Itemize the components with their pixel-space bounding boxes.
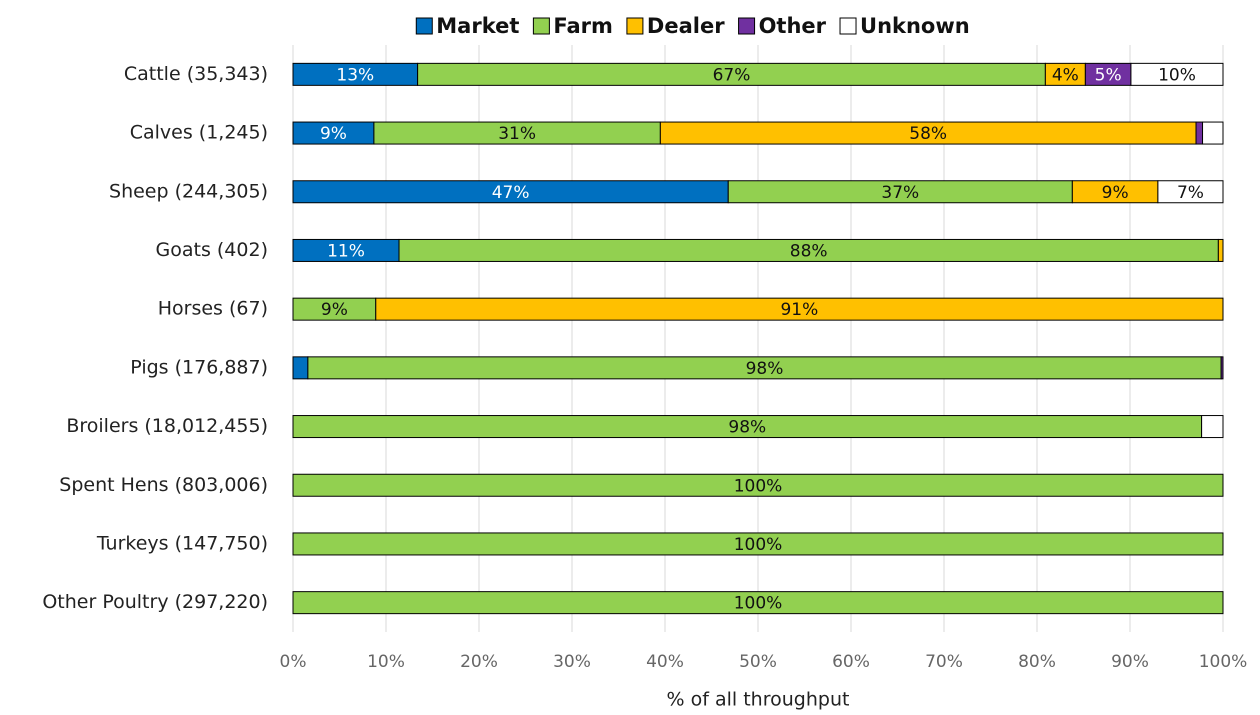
category-label: Pigs (176,887) [130,356,268,378]
category-label: Turkeys (147,750) [96,532,268,554]
legend-swatch [415,17,433,35]
bar-segment [1220,356,1224,380]
bar-segment [1157,180,1224,204]
x-tick-label: 20% [460,652,498,672]
legend-label: Market [436,14,519,38]
value-label: 9% [1102,183,1129,203]
value-label: 67% [713,65,751,85]
category-label: Sheep (244,305) [109,180,268,202]
value-label: 100% [734,594,783,614]
x-tick-label: 40% [646,652,684,672]
category-label: Spent Hens (803,006) [59,474,268,496]
legend-label: Unknown [860,14,970,38]
value-label: 10% [1158,65,1196,85]
value-label: 13% [336,65,374,85]
bar-segment [1195,121,1204,145]
value-label: 100% [734,535,783,555]
value-label: 5% [1095,65,1122,85]
x-tick-label: 80% [1018,652,1056,672]
value-label: 98% [746,359,784,379]
category-label: Other Poultry (297,220) [42,591,268,613]
x-tick-label: 60% [832,652,870,672]
bar-segment [1202,121,1224,145]
value-label: 58% [909,124,947,144]
legend: Market Farm Dealer Other Unknown [415,14,970,38]
x-tick-label: 0% [280,652,307,672]
x-tick-label: 70% [925,652,963,672]
category-label: Goats (402) [156,239,268,261]
value-label: 4% [1052,65,1079,85]
bar-segment [375,297,1224,321]
value-label: 11% [327,241,365,261]
value-label: 100% [734,476,783,496]
legend-swatch [626,17,644,35]
x-tick-label: 10% [367,652,405,672]
bar-segment [292,356,309,380]
legend-swatch [738,17,756,35]
x-tick-label: 90% [1111,652,1149,672]
value-label: 98% [728,418,766,438]
bar-segment [1201,415,1224,439]
x-tick-label: 100% [1199,652,1248,672]
x-tick-label: 50% [739,652,777,672]
value-label: 88% [790,241,828,261]
category-label: Horses (67) [158,298,268,320]
x-tick-label: 30% [553,652,591,672]
value-label: 91% [780,300,818,320]
legend-label: Farm [553,14,613,38]
category-label: Broilers (18,012,455) [66,415,268,437]
category-label: Calves (1,245) [130,122,268,144]
legend-label: Other [759,14,827,38]
legend-label: Dealer [647,14,725,38]
value-label: 7% [1177,183,1204,203]
value-label: 31% [498,124,536,144]
bars: Cattle (35,343) 13% 67% 4% 5% 10% Calves (1,24… [42,62,1224,615]
bar-segment [1130,62,1224,86]
legend-swatch [839,17,857,35]
category-label: Cattle (35,343) [124,63,268,85]
bar-segment [292,532,1224,556]
value-label: 9% [320,124,347,144]
legend-swatch [532,17,550,35]
x-axis-title: % of all throughput [667,689,850,711]
value-label: 9% [321,300,348,320]
bar-segment [292,473,1224,497]
value-label: 47% [492,183,530,203]
bar-segment [292,591,1224,615]
value-label: 37% [881,183,919,203]
bar-segment [1217,238,1224,262]
